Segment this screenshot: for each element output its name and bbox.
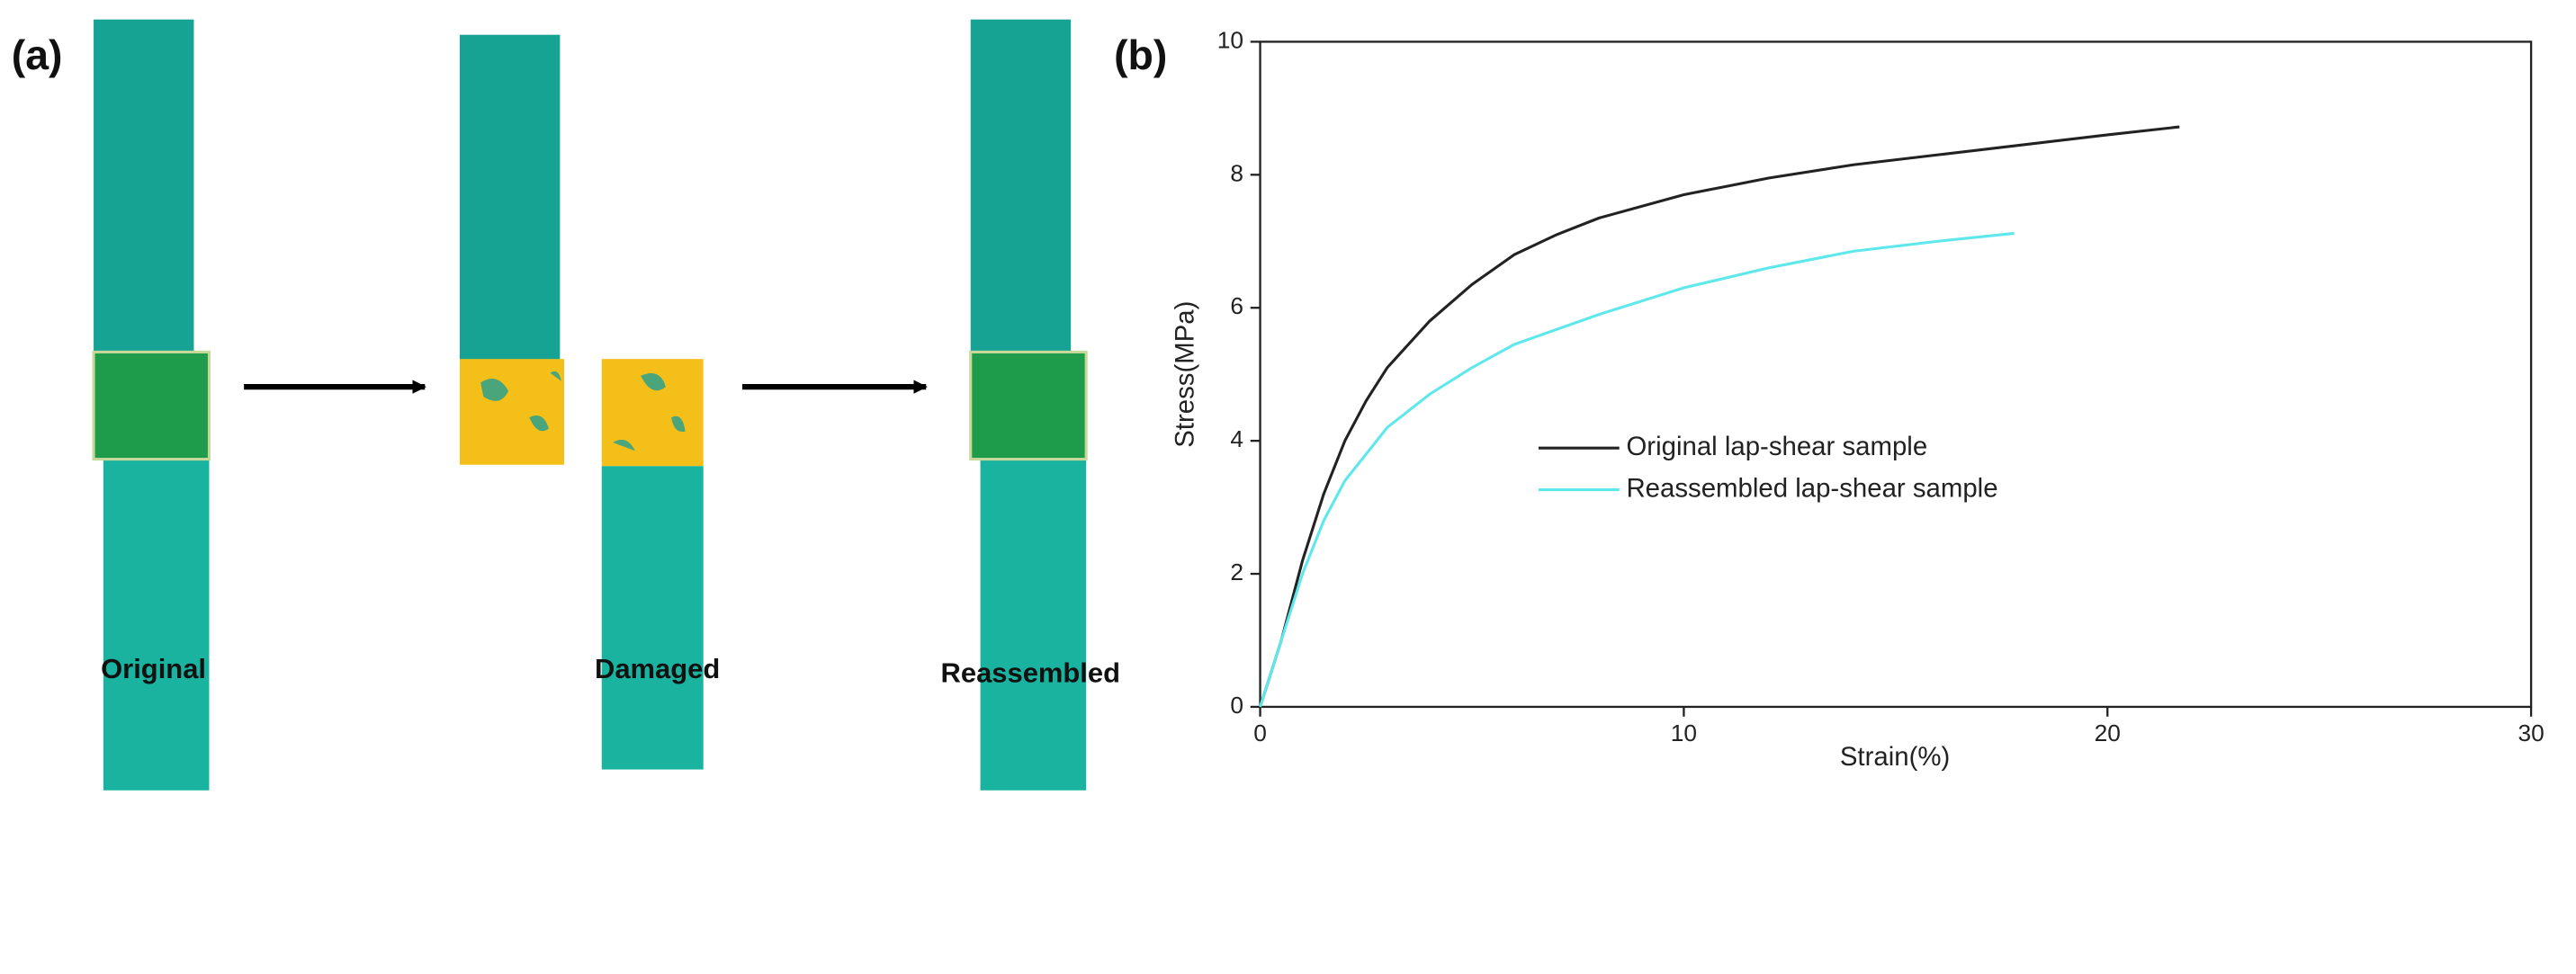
line <box>1259 231 2015 708</box>
strip <box>970 19 1072 357</box>
label: Original <box>101 653 206 684</box>
strip <box>94 19 194 357</box>
plot-frame <box>1259 40 2533 709</box>
y-tick-label: 10 <box>1217 26 1243 53</box>
overlap <box>92 350 211 461</box>
x-axis-label: Strain(%) <box>1840 742 1950 772</box>
y-tick-label: 6 <box>1230 292 1243 319</box>
x-tick-label: 0 <box>1253 719 1267 746</box>
adhesive <box>459 359 564 465</box>
line <box>1259 125 2180 708</box>
legend-label: Original lap-shear sample <box>1626 432 1927 461</box>
y-axis-label: Stress(MPa) <box>1170 301 1199 448</box>
label: Damaged <box>595 653 720 684</box>
strip <box>980 459 1087 791</box>
strip <box>103 459 210 791</box>
panel-label: (a) <box>12 31 63 78</box>
y-tick-label: 0 <box>1230 692 1243 719</box>
overlap <box>969 350 1088 461</box>
strip <box>601 466 704 770</box>
y-tick-label: 8 <box>1230 159 1243 186</box>
panel-label: (b) <box>1114 31 1167 78</box>
x-tick-label: 10 <box>1671 719 1697 746</box>
illustration: Original Damaged Reassembled <box>92 19 1120 791</box>
x-tick-label: 20 <box>2095 719 2121 746</box>
y-tick-label: 2 <box>1230 558 1243 585</box>
strip <box>459 34 561 361</box>
adhesive-spot <box>613 372 686 451</box>
x-tick-label: 30 <box>2518 719 2544 746</box>
y-tick-label: 4 <box>1230 425 1243 452</box>
legend-label: Reassembled lap-shear sample <box>1626 473 1997 503</box>
adhesive-spot <box>480 371 561 432</box>
label: Reassembled <box>941 657 1120 689</box>
